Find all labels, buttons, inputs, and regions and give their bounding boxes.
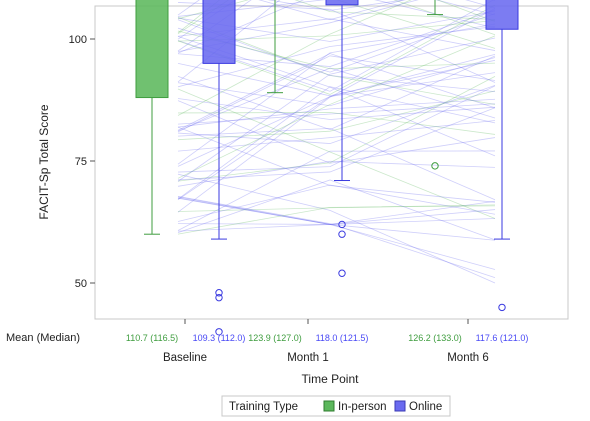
trajectory-line	[177, 195, 496, 278]
trajectory-line	[177, 160, 496, 187]
mean-median-text-online: 118.0 (121.5)	[316, 333, 369, 343]
trajectory-line	[177, 55, 496, 131]
box-online	[485, 0, 519, 30]
legend-label-in-person: In-person	[338, 401, 387, 413]
trajectory-line	[177, 179, 496, 241]
y-axis-label: FACIT-Sp Total Score	[37, 104, 51, 219]
trajectory-line	[177, 112, 496, 135]
outlier-point-online	[338, 220, 346, 229]
mean-median-row-label: Mean (Median)	[6, 332, 80, 344]
outlier-point-online	[498, 303, 506, 312]
trajectory-line	[177, 197, 496, 270]
trajectory-line	[267, 0, 407, 11]
trajectory-line	[294, 0, 496, 20]
outlier-point-online	[215, 328, 223, 336]
trajectory-line	[177, 90, 496, 141]
outlier-point-online	[338, 230, 346, 238]
trajectory-line	[177, 8, 496, 213]
trajectory-line	[177, 23, 496, 165]
trajectory-line	[177, 59, 496, 97]
trajectory-line	[177, 184, 496, 222]
mean-median-text-online: 109.3 (112.0)	[193, 333, 246, 343]
box-online	[202, 0, 236, 64]
legend: Training Type In-person Online	[221, 395, 451, 417]
trajectory-line	[177, 223, 496, 241]
trajectory-line	[177, 120, 496, 152]
plot-frame	[94, 5, 569, 320]
outlier-point-in-person	[431, 162, 439, 170]
mean-median-values: 110.7 (116.5) 123.9 (127.0) 126.2 (133.0) 1…	[126, 333, 529, 343]
legend-swatch-in-person	[323, 400, 335, 412]
trajectory-line	[177, 126, 496, 203]
trajectory-line	[335, 0, 496, 49]
trajectory-line	[177, 72, 496, 201]
legend-label-online: Online	[409, 401, 442, 413]
trajectory-line	[177, 85, 496, 173]
trajectory-line	[177, 103, 496, 125]
box-plots	[135, 0, 519, 336]
trajectory-line	[177, 57, 496, 107]
box-online	[325, 0, 359, 6]
trajectory-line	[177, 53, 496, 131]
trajectory-line	[177, 0, 412, 116]
trajectory-line	[177, 100, 496, 164]
trajectory-line	[436, 0, 496, 22]
trajectory-line	[177, 53, 496, 167]
x-axis: Baseline Month 1 Month 6	[163, 319, 489, 364]
mean-median-text-in-person: 123.9 (127.0)	[248, 333, 302, 343]
trajectory-line	[177, 67, 496, 132]
trajectory-line	[177, 150, 496, 231]
trajectory-line	[177, 98, 496, 128]
outlier-point-online	[338, 269, 346, 277]
mean-median-text-in-person: 126.2 (133.0)	[408, 333, 462, 343]
trajectory-line	[177, 127, 496, 201]
mean-median-text-online: 117.6 (121.0)	[476, 333, 529, 343]
x-tick-label: Month 1	[287, 352, 329, 364]
trajectory-line	[177, 205, 496, 235]
y-axis: 5075100125150	[69, 34, 95, 290]
x-tick-label: Month 6	[447, 352, 489, 364]
x-tick-label: Baseline	[163, 352, 207, 364]
trajectory-line	[177, 76, 496, 182]
trajectory-line	[258, 0, 405, 21]
outlier-point-online	[215, 289, 223, 297]
legend-swatch-online	[394, 400, 406, 412]
trajectory-line	[177, 26, 496, 88]
legend-title: Training Type	[229, 401, 298, 413]
trajectory-line	[177, 55, 496, 133]
trajectory-line	[177, 197, 496, 225]
trajectory-line	[177, 196, 496, 225]
trajectory-line	[435, 0, 496, 16]
y-tick-label: 50	[75, 278, 87, 290]
legend-frame	[221, 395, 451, 417]
trajectory-line	[177, 173, 496, 284]
box-in-person	[135, 0, 169, 99]
outlier-point-online	[215, 293, 223, 302]
x-axis-label: Time Point	[302, 372, 360, 386]
trajectory-line	[177, 88, 496, 219]
y-tick-label: 75	[75, 156, 87, 168]
trajectory-line	[177, 37, 496, 182]
trajectory-line	[177, 200, 496, 232]
trajectory-line	[177, 107, 496, 181]
trajectory-line	[177, 85, 496, 144]
trajectory-line	[177, 98, 496, 120]
trajectory-line	[177, 204, 496, 212]
mean-median-text-in-person: 110.7 (116.5)	[126, 333, 178, 343]
y-tick-label: 100	[69, 34, 87, 46]
trajectory-line	[177, 35, 496, 179]
trajectory-line	[177, 86, 496, 200]
